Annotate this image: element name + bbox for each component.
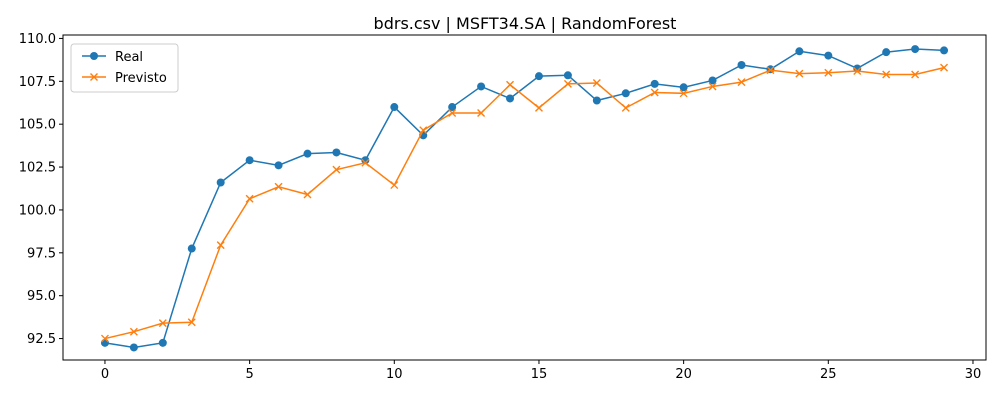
data-point-real bbox=[303, 149, 312, 158]
chart-title: bdrs.csv | MSFT34.SA | RandomForest bbox=[374, 14, 677, 33]
data-point-previsto bbox=[824, 68, 833, 77]
legend-previsto-label: Previsto bbox=[115, 71, 167, 86]
x-tick-label: 5 bbox=[245, 367, 253, 382]
data-point-real bbox=[506, 94, 515, 103]
y-tick-label: 100.0 bbox=[19, 203, 56, 218]
data-point-previsto bbox=[853, 67, 862, 76]
data-point-previsto bbox=[158, 319, 167, 328]
data-point-real bbox=[100, 338, 109, 347]
data-point-previsto bbox=[592, 79, 601, 88]
data-point-real bbox=[274, 161, 283, 170]
data-point-real bbox=[216, 178, 225, 187]
data-point-previsto bbox=[419, 126, 428, 135]
data-point-previsto bbox=[129, 327, 138, 336]
data-point-previsto bbox=[737, 78, 746, 87]
x-tick-label: 30 bbox=[965, 367, 982, 382]
y-axis: 92.5 95.0 97.5 100.0 102.5 105.0 107.5 110.0 bbox=[19, 32, 63, 347]
data-point-previsto bbox=[216, 241, 225, 250]
data-point-real bbox=[332, 148, 341, 157]
x-tick-label: 15 bbox=[531, 367, 548, 382]
legend-previsto-marker bbox=[90, 73, 98, 81]
data-point-real bbox=[911, 45, 920, 54]
x-tick-label: 0 bbox=[101, 367, 109, 382]
y-tick-label: 95.0 bbox=[27, 289, 56, 304]
y-tick-label: 105.0 bbox=[19, 118, 56, 133]
data-point-previsto bbox=[274, 182, 283, 191]
x-tick-label: 25 bbox=[820, 367, 837, 382]
legend: Real Previsto bbox=[70, 43, 179, 93]
data-point-previsto bbox=[911, 70, 920, 79]
data-point-previsto bbox=[245, 194, 254, 203]
data-point-previsto bbox=[679, 89, 688, 98]
data-point-previsto bbox=[390, 181, 399, 190]
data-point-previsto bbox=[708, 82, 717, 91]
data-point-previsto bbox=[882, 70, 891, 79]
legend-real-label: Real bbox=[115, 50, 143, 65]
data-point-real bbox=[477, 82, 486, 91]
data-point-previsto bbox=[187, 318, 196, 327]
data-point-real bbox=[592, 96, 601, 105]
data-point-real bbox=[621, 89, 630, 98]
series-line-real bbox=[104, 48, 945, 349]
y-tick-label: 102.5 bbox=[19, 161, 56, 176]
x-axis: 0 5 10 15 20 25 30 bbox=[101, 360, 981, 382]
data-point-real bbox=[795, 47, 804, 56]
data-point-previsto bbox=[795, 69, 804, 78]
x-tick-label: 20 bbox=[675, 367, 692, 382]
data-point-real bbox=[187, 244, 196, 253]
data-point-real bbox=[679, 83, 688, 92]
data-point-previsto bbox=[563, 79, 572, 88]
plot-area bbox=[100, 45, 949, 352]
data-point-previsto bbox=[303, 190, 312, 199]
x-tick-label: 10 bbox=[386, 367, 403, 382]
data-point-previsto bbox=[766, 66, 775, 75]
data-point-real bbox=[940, 46, 949, 55]
data-point-real bbox=[245, 156, 254, 165]
data-point-previsto bbox=[506, 80, 515, 89]
y-tick-label: 110.0 bbox=[19, 32, 56, 47]
y-tick-label: 107.5 bbox=[19, 75, 56, 90]
data-point-real bbox=[650, 79, 659, 88]
data-point-previsto bbox=[361, 158, 370, 167]
data-point-previsto bbox=[332, 165, 341, 174]
data-point-real bbox=[361, 156, 370, 165]
data-point-real bbox=[448, 103, 457, 112]
plot-frame bbox=[62, 34, 987, 361]
data-point-previsto bbox=[100, 334, 109, 343]
data-point-previsto bbox=[650, 88, 659, 97]
data-point-previsto bbox=[621, 103, 630, 112]
series-line-previsto bbox=[104, 66, 945, 340]
data-point-real bbox=[563, 71, 572, 80]
data-point-real bbox=[534, 72, 543, 81]
data-point-real bbox=[824, 51, 833, 60]
y-tick-label: 97.5 bbox=[27, 246, 56, 261]
data-point-previsto bbox=[534, 103, 543, 112]
data-point-previsto bbox=[477, 109, 486, 118]
data-point-real bbox=[390, 103, 399, 112]
data-point-real bbox=[737, 61, 746, 70]
data-point-previsto bbox=[940, 63, 949, 72]
legend-real-marker bbox=[90, 52, 98, 60]
data-point-real bbox=[882, 48, 891, 57]
y-tick-label: 92.5 bbox=[27, 332, 56, 347]
data-point-real bbox=[129, 343, 138, 352]
data-point-real bbox=[708, 76, 717, 85]
data-point-real bbox=[158, 338, 167, 347]
data-point-previsto bbox=[448, 109, 457, 118]
